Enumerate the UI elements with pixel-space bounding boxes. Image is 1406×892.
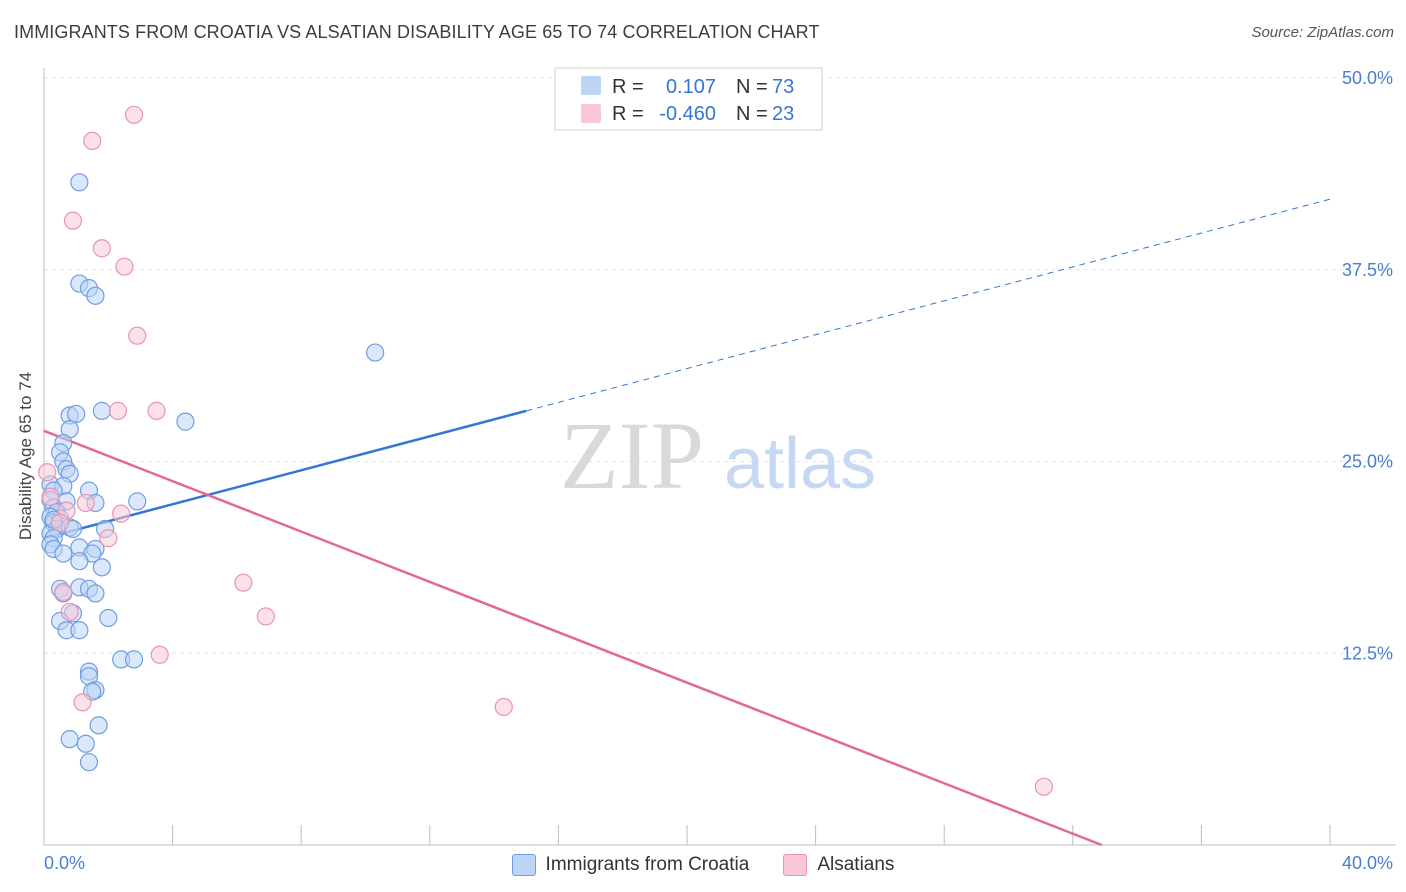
stats-legend: R = 0.107 N = 73 R = -0.460 N = 23 xyxy=(554,67,823,131)
point-alsatians xyxy=(256,607,275,626)
point-alsatians xyxy=(494,697,513,717)
point-croatia xyxy=(67,404,86,424)
point-alsatians xyxy=(60,602,79,621)
point-croatia xyxy=(128,492,147,511)
chart-title: IMMIGRANTS FROM CROATIA VS ALSATIAN DISA… xyxy=(14,22,820,42)
point-croatia xyxy=(124,650,144,669)
point-croatia xyxy=(366,343,385,362)
legend-n-value-2: 23 xyxy=(772,103,794,125)
point-alsatians xyxy=(54,582,73,601)
point-alsatians xyxy=(112,504,131,523)
legend-n-value-1: 73 xyxy=(772,76,794,98)
y-tick-label: 37.5% xyxy=(1342,260,1393,280)
point-alsatians xyxy=(128,326,147,345)
point-alsatians xyxy=(124,105,144,124)
point-croatia xyxy=(176,412,195,431)
point-alsatians xyxy=(1034,777,1053,796)
point-alsatians xyxy=(50,513,70,532)
watermark: ZIP atlas xyxy=(560,402,876,509)
trend-line-croatia-extension xyxy=(526,198,1331,412)
series-legend: Immigrants from Croatia Alsatians xyxy=(0,850,1406,880)
y-tick-label: 50.0% xyxy=(1342,68,1393,88)
legend-label-croatia: Immigrants from Croatia xyxy=(545,854,750,875)
point-croatia xyxy=(92,558,111,577)
point-alsatians xyxy=(38,463,57,482)
point-alsatians xyxy=(41,487,60,506)
data-points xyxy=(38,105,1053,796)
legend-n-label-1: N = xyxy=(736,76,768,98)
legend-r-value-2: -0.460 xyxy=(659,103,716,125)
legend-swatch-pink xyxy=(581,104,601,123)
point-croatia xyxy=(79,753,99,772)
point-alsatians xyxy=(150,645,169,664)
point-alsatians xyxy=(147,401,166,420)
point-alsatians xyxy=(92,239,111,258)
point-croatia xyxy=(70,173,89,192)
point-croatia xyxy=(86,286,105,305)
point-croatia xyxy=(99,608,118,628)
legend-item-croatia: Immigrants from Croatia xyxy=(511,854,750,876)
watermark-zip: ZIP xyxy=(560,402,704,509)
point-alsatians xyxy=(63,211,83,230)
point-alsatians xyxy=(115,257,134,276)
point-croatia xyxy=(54,544,73,563)
y-tick-label: 12.5% xyxy=(1342,643,1393,663)
point-alsatians xyxy=(76,493,95,513)
point-croatia xyxy=(60,730,79,749)
x-tick-label: 0.0% xyxy=(44,853,85,873)
gridlines xyxy=(44,77,1396,654)
point-alsatians xyxy=(108,401,128,420)
legend-r-value-1: 0.107 xyxy=(666,76,716,98)
point-croatia xyxy=(89,716,108,735)
axes xyxy=(43,68,1396,846)
point-croatia xyxy=(76,734,95,753)
point-alsatians xyxy=(234,573,253,592)
legend-swatch-blue xyxy=(581,76,601,95)
point-alsatians xyxy=(83,131,102,150)
watermark-atlas: atlas xyxy=(724,424,876,504)
legend-swatch-alsatians xyxy=(783,854,808,876)
point-alsatians xyxy=(99,529,118,548)
legend-label-alsatians: Alsatians xyxy=(817,854,895,875)
legend-r-label-1: R = xyxy=(612,76,644,98)
legend-n-label-2: N = xyxy=(736,103,768,125)
legend-r-label-2: R = xyxy=(612,103,644,125)
point-croatia xyxy=(70,621,89,640)
trend-lines xyxy=(43,198,1331,847)
legend-item-alsatians: Alsatians xyxy=(783,854,894,876)
point-croatia xyxy=(70,552,89,571)
y-tick-label: 25.0% xyxy=(1342,452,1393,472)
point-croatia xyxy=(92,401,111,420)
point-croatia xyxy=(86,584,105,603)
point-alsatians xyxy=(73,693,92,712)
x-tick-label: 40.0% xyxy=(1342,853,1393,873)
trend-line-alsatians xyxy=(43,429,1103,847)
legend-swatch-croatia xyxy=(511,854,536,876)
source-label: Source: ZipAtlas.com xyxy=(1251,24,1394,41)
tick-labels: 12.5% 25.0% 37.5% 50.0% 0.0% 40.0% xyxy=(44,68,1393,873)
